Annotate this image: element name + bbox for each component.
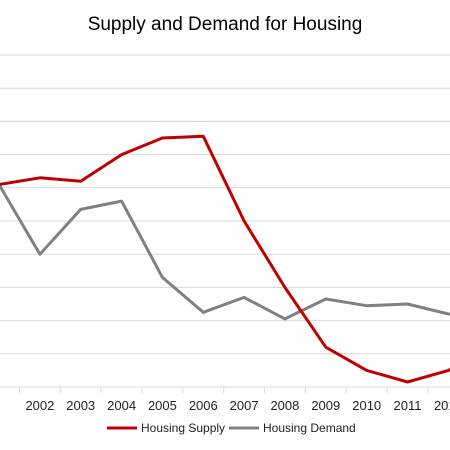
legend-label-housing-demand: Housing Demand <box>263 421 356 435</box>
x-tick-label: 2002 <box>25 398 54 413</box>
series-line-housing-demand <box>0 183 450 321</box>
x-tick-label: 2010 <box>352 398 381 413</box>
x-tick-label: 2009 <box>311 398 340 413</box>
series-layer <box>0 134 450 384</box>
x-tick-label: 2004 <box>107 398 136 413</box>
x-tick-label: 2008 <box>270 398 299 413</box>
x-axis-ticks: 2002 2003 2004 2005 2006 2007 2008 2009 2010 2011… <box>18 387 450 413</box>
legend-label-housing-supply: Housing Supply <box>141 421 225 435</box>
legend: Housing Supply Housing Demand <box>107 421 356 435</box>
gridlines <box>0 54 450 388</box>
x-tick-label: 2003 <box>66 398 95 413</box>
x-tick-label: 2011 <box>394 398 422 413</box>
x-tick-label: 2012 <box>434 398 450 413</box>
chart-title: Supply and Demand for Housing <box>88 14 363 35</box>
x-tick-label: 2007 <box>230 398 259 413</box>
series-line-housing-supply <box>0 134 450 384</box>
x-tick-label: 2006 <box>189 398 218 413</box>
x-tick-label: 2005 <box>148 398 177 413</box>
